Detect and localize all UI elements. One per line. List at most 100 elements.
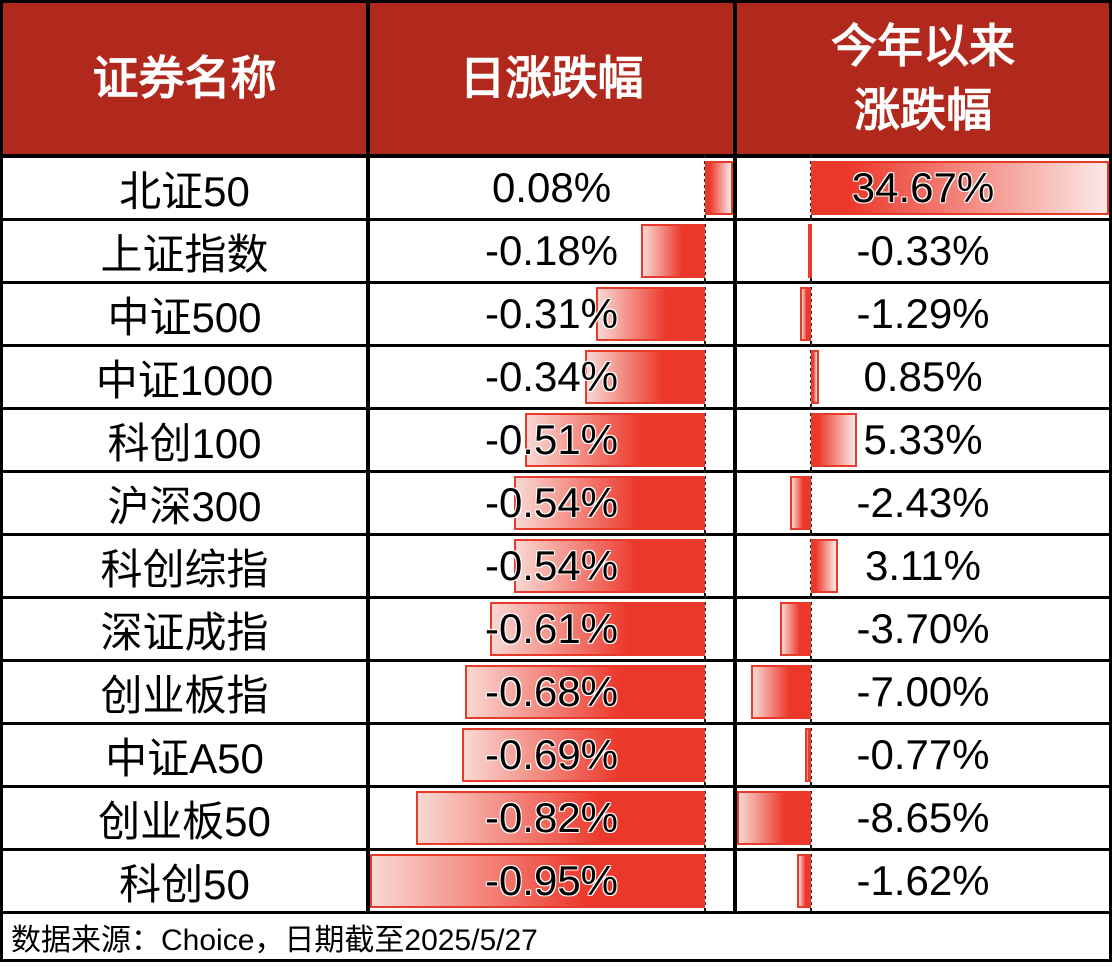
security-name: 北证50 — [119, 167, 250, 215]
ytd-change-data-bar — [779, 602, 812, 656]
ytd-change-cell: -8.65% — [737, 785, 1109, 851]
ytd-change-data-bar — [804, 728, 812, 782]
daily-change-data-bar — [461, 728, 705, 782]
ytd-change-data-bar — [811, 161, 1109, 215]
daily-change-value: -0.54% — [484, 479, 619, 526]
header-security-name-label: 证券名称 — [92, 51, 277, 104]
daily-change-value: -0.68% — [484, 668, 619, 715]
daily-change-cell: -0.82% — [370, 785, 737, 851]
ytd-zero-axis-line — [810, 722, 813, 788]
table-row: 沪深300 -0.54% -2.43% — [3, 470, 1109, 536]
ytd-change-value: -1.29% — [856, 290, 990, 337]
data-source-note-label: 数据来源：Choice，日期截至2025/5/27 — [11, 923, 538, 957]
security-name: 创业板50 — [98, 797, 271, 845]
daily-change-cell: -0.68% — [370, 659, 737, 725]
daily-change-cell: -0.34% — [370, 344, 737, 410]
ytd-zero-axis-line — [810, 470, 813, 536]
ytd-change-cell: -2.43% — [737, 470, 1109, 536]
daily-zero-axis-line — [703, 533, 706, 599]
table-row: 上证指数 -0.18% -0.33% — [3, 218, 1109, 284]
daily-change-value: -0.31% — [484, 290, 619, 337]
ytd-change-value: 3.11% — [865, 542, 981, 589]
daily-change-value: -0.82% — [484, 794, 619, 841]
ytd-zero-axis-line — [810, 596, 813, 662]
ytd-zero-axis-line — [810, 785, 813, 851]
daily-zero-axis-line — [703, 407, 706, 473]
ytd-change-value: -3.70% — [856, 605, 990, 652]
daily-zero-axis-line — [703, 218, 706, 284]
security-name-cell: 科创50 — [3, 851, 370, 911]
daily-change-data-bar — [489, 602, 705, 656]
daily-change-value: -0.18% — [484, 227, 619, 274]
ytd-change-value: -1.62% — [856, 857, 990, 904]
data-source-note: 数据来源：Choice，日期截至2025/5/27 — [3, 914, 1109, 959]
table-row: 科创100 -0.51% 5.33% — [3, 407, 1109, 473]
ytd-change-value: -8.65% — [856, 794, 990, 841]
header-ytd-change: 今年以来 涨跌幅 — [737, 3, 1109, 154]
security-name: 上证指数 — [100, 230, 269, 278]
daily-change-cell: -0.69% — [370, 722, 737, 788]
ytd-change-data-bar — [800, 287, 812, 341]
ytd-change-value: 5.33% — [863, 416, 983, 463]
ytd-change-data-bar — [811, 350, 819, 404]
header-daily-change: 日涨跌幅 — [370, 3, 737, 154]
daily-change-data-bar — [595, 287, 705, 341]
header-security-name: 证券名称 — [3, 3, 370, 154]
daily-change-data-bar — [514, 539, 705, 593]
security-name: 科创100 — [107, 419, 262, 467]
table-row: 创业板50 -0.82% -8.65% — [3, 785, 1109, 851]
daily-change-value: -0.51% — [484, 416, 619, 463]
daily-change-value: -0.69% — [484, 731, 619, 778]
daily-change-cell: -0.61% — [370, 596, 737, 662]
ytd-change-cell: 3.11% — [737, 533, 1109, 599]
ytd-change-value: -0.33% — [856, 227, 990, 274]
ytd-change-cell: -0.33% — [737, 218, 1109, 284]
daily-change-cell: -0.95% — [370, 848, 737, 914]
security-name: 中证500 — [107, 293, 262, 341]
table-row: 中证A50 -0.69% -0.77% — [3, 722, 1109, 788]
table-row: 北证50 0.08% 34.67% — [3, 155, 1109, 221]
header-ytd-change-label-line2: 涨跌幅 — [854, 83, 992, 136]
security-name-cell: 中证500 — [3, 284, 370, 344]
daily-change-value: -0.61% — [484, 605, 619, 652]
daily-zero-axis-line — [703, 344, 706, 410]
ytd-change-value: 0.85% — [863, 353, 983, 400]
daily-change-cell: -0.31% — [370, 281, 737, 347]
security-name-cell: 科创100 — [3, 410, 370, 470]
ytd-change-data-bar — [737, 791, 812, 845]
header-ytd-change-label-line1: 今年以来 — [831, 20, 1015, 73]
daily-zero-axis-line — [703, 281, 706, 347]
daily-change-data-bar — [370, 854, 705, 908]
ytd-change-value: -2.43% — [856, 479, 990, 526]
daily-zero-axis-line — [703, 659, 706, 725]
ytd-change-cell: -7.00% — [737, 659, 1109, 725]
security-name: 中证A50 — [105, 734, 264, 782]
ytd-change-cell: -0.77% — [737, 722, 1109, 788]
table-header-row: 证券名称 日涨跌幅 今年以来 涨跌幅 — [3, 3, 1109, 158]
security-name: 科创综指 — [100, 545, 269, 593]
ytd-change-data-bar — [808, 224, 813, 278]
security-name-cell: 科创综指 — [3, 536, 370, 596]
table-row: 科创综指 -0.54% 3.11% — [3, 533, 1109, 599]
security-name-cell: 中证1000 — [3, 347, 370, 407]
table-row: 科创50 -0.95% -1.62% — [3, 848, 1109, 914]
daily-zero-axis-line — [703, 785, 706, 851]
ytd-change-data-bar — [797, 854, 812, 908]
daily-change-cell: -0.51% — [370, 407, 737, 473]
ytd-zero-axis-line — [810, 659, 813, 725]
ytd-change-cell: 0.85% — [737, 344, 1109, 410]
ytd-change-data-bar — [811, 539, 838, 593]
ytd-change-cell: -3.70% — [737, 596, 1109, 662]
ytd-change-cell: 34.67% — [737, 155, 1109, 221]
daily-change-value: 0.08% — [491, 164, 612, 211]
ytd-change-cell: -1.62% — [737, 848, 1109, 914]
daily-change-data-bar — [415, 791, 705, 845]
security-name: 科创50 — [119, 860, 250, 908]
table-row: 深证成指 -0.61% -3.70% — [3, 596, 1109, 662]
daily-zero-axis-line — [703, 596, 706, 662]
ytd-change-cell: -1.29% — [737, 281, 1109, 347]
daily-change-cell: -0.18% — [370, 218, 737, 284]
table-row: 中证500 -0.31% -1.29% — [3, 281, 1109, 347]
daily-change-cell: 0.08% — [370, 155, 737, 221]
